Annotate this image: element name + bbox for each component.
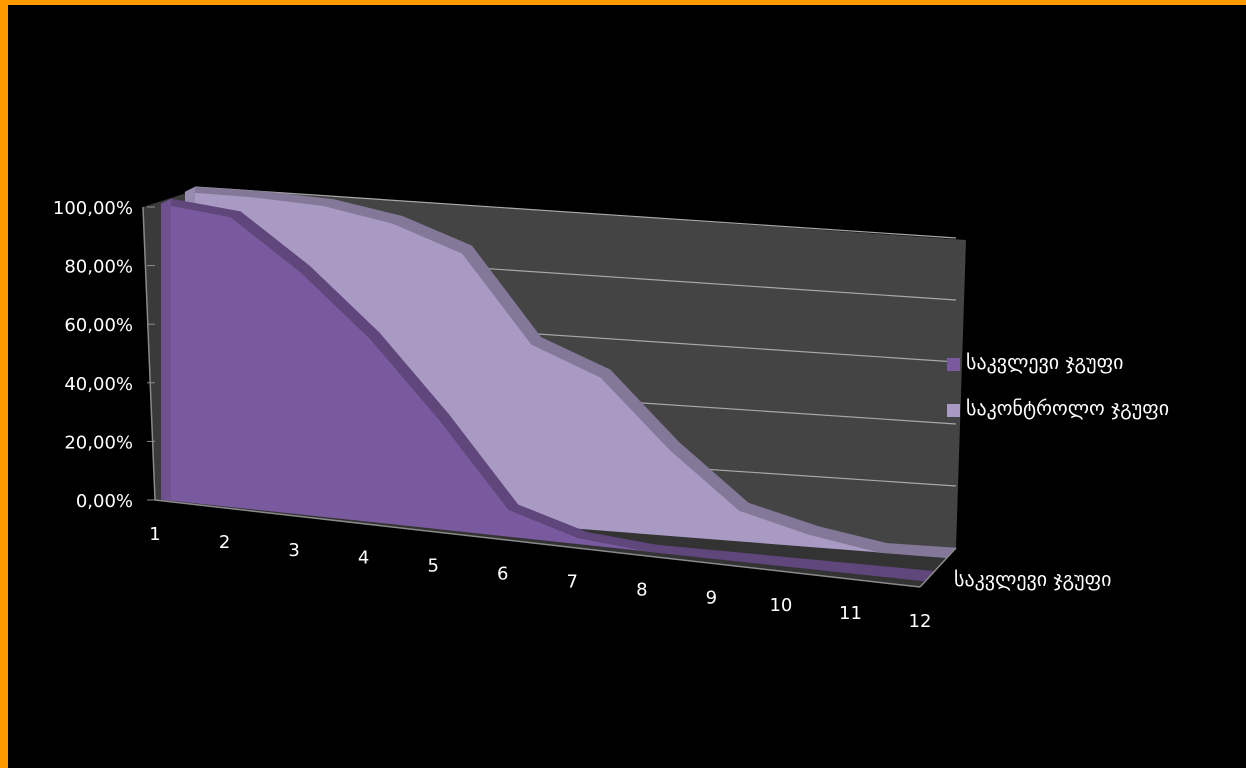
x-tick-label: 3 <box>288 540 299 561</box>
x-tick-label: 7 <box>567 571 578 592</box>
x-tick-label: 1 <box>149 524 160 545</box>
legend-swatch <box>947 404 960 417</box>
legend: საკვლევი ჯგუფი საკონტროლო ჯგუფი <box>947 350 1169 420</box>
series-axis-label: საკვლევი ჯგუფი <box>954 567 1111 591</box>
x-tick-label: 5 <box>427 556 438 577</box>
x-tick-label: 8 <box>636 579 647 600</box>
x-tick-label: 9 <box>706 587 717 608</box>
x-tick-label: 4 <box>358 548 369 569</box>
legend-label: საკვლევი ჯგუფი <box>966 350 1123 374</box>
y-tick-labels: 0,00% 20,00% 40,00% 60,00% 80,00% 100,00% <box>53 198 155 512</box>
legend-item: საკვლევი ჯგუფი <box>947 350 1123 374</box>
y-tick-label: 60,00% <box>64 315 133 336</box>
y-tick-label: 40,00% <box>64 374 133 395</box>
x-tick-label: 12 <box>909 611 932 632</box>
area-end-cap <box>161 199 171 500</box>
y-tick-label: 80,00% <box>64 257 133 278</box>
y-tick-label: 0,00% <box>76 491 133 512</box>
legend-swatch <box>947 358 960 371</box>
y-tick-label: 100,00% <box>53 198 133 219</box>
legend-label: საკონტროლო ჯგუფი <box>966 396 1169 420</box>
x-tick-label: 2 <box>219 532 230 553</box>
y-tick-label: 20,00% <box>64 432 133 453</box>
x-tick-label: 11 <box>839 603 862 624</box>
x-tick-label: 6 <box>497 564 508 585</box>
legend-item: საკონტროლო ჯგუფი <box>947 396 1169 420</box>
x-tick-label: 10 <box>769 595 792 616</box>
